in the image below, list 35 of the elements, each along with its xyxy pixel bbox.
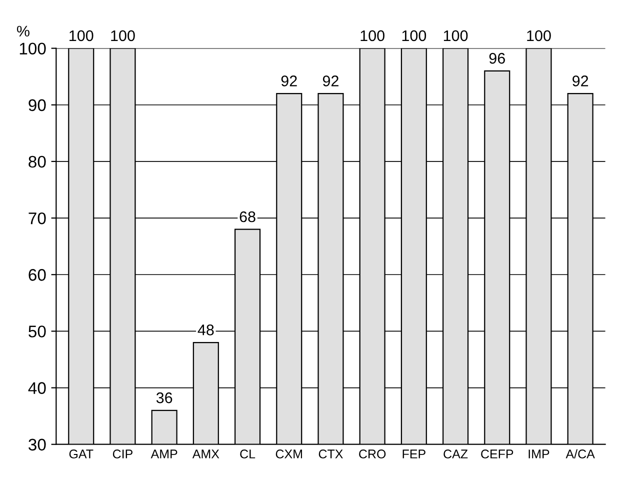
y-tick-label: 100 bbox=[20, 42, 46, 55]
x-tick-label: CTX bbox=[318, 450, 343, 458]
x-tick-label: A/CA bbox=[566, 449, 595, 458]
data-label: 96 bbox=[489, 52, 505, 64]
y-tick-label: 70 bbox=[28, 212, 46, 224]
data-label: 68 bbox=[240, 211, 256, 222]
data-label: 92 bbox=[322, 76, 338, 86]
y-tick-label: 60 bbox=[28, 269, 46, 281]
data-label: 92 bbox=[281, 76, 297, 86]
y-tick-label: 30 bbox=[28, 438, 46, 451]
data-label: 100 bbox=[444, 30, 468, 42]
data-label: 100 bbox=[402, 30, 426, 42]
x-tick-label: CEFP bbox=[481, 450, 514, 458]
data-label: 92 bbox=[572, 76, 588, 86]
x-tick-label: AMX bbox=[192, 450, 220, 458]
x-tick-label: CL bbox=[240, 450, 256, 458]
x-tick-label: CAZ bbox=[444, 450, 468, 458]
x-tick-label: GAT bbox=[69, 450, 94, 458]
data-label: 100 bbox=[111, 30, 135, 42]
y-tick-label: 40 bbox=[28, 382, 46, 394]
y-tick-label: 90 bbox=[28, 99, 46, 112]
data-label: 100 bbox=[360, 30, 384, 42]
x-tick-label: CRO bbox=[359, 450, 386, 458]
x-tick-label: CXM bbox=[276, 450, 302, 458]
data-label: 48 bbox=[198, 324, 214, 336]
y-axis-title: % bbox=[16, 26, 30, 37]
x-tick-label: CIP bbox=[112, 450, 132, 458]
data-label: 36 bbox=[156, 392, 172, 404]
data-label: 100 bbox=[527, 30, 551, 42]
data-label: 100 bbox=[70, 30, 94, 42]
x-tick-label: FEP bbox=[402, 450, 426, 458]
y-tick-label: 50 bbox=[28, 326, 46, 338]
x-tick-label: IMP bbox=[528, 450, 550, 458]
y-tick-label: 80 bbox=[28, 156, 46, 168]
x-tick-label: AMP bbox=[150, 450, 178, 458]
